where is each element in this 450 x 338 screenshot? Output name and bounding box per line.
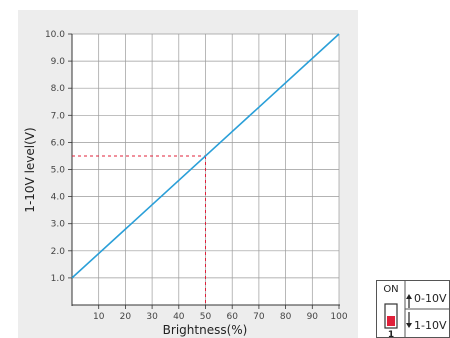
switch-bottom-label: 1-10V xyxy=(414,319,447,332)
y-axis-title: 1-10V level(V) xyxy=(23,127,37,212)
switch-knob[interactable] xyxy=(387,316,395,326)
y-tick-label: 5.0 xyxy=(51,166,66,176)
switch-top-label: 0-10V xyxy=(414,292,447,305)
x-tick-label: 80 xyxy=(280,312,292,322)
x-tick-label: 70 xyxy=(253,312,265,322)
x-tick-label: 50 xyxy=(200,312,212,322)
x-tick-label: 100 xyxy=(330,312,347,322)
y-tick-label: 3.0 xyxy=(51,220,66,230)
x-axis-title: Brightness(%) xyxy=(163,323,248,337)
x-tick-label: 60 xyxy=(226,312,238,322)
x-tick-label: 20 xyxy=(120,312,132,322)
y-tick-label: 6.0 xyxy=(51,138,66,148)
y-tick-label: 9.0 xyxy=(51,57,66,67)
arrow-down-icon xyxy=(406,312,412,328)
series-line xyxy=(71,33,340,279)
y-tick-label: 8.0 xyxy=(51,84,66,94)
grid-lines xyxy=(72,33,340,305)
x-tick-label: 40 xyxy=(173,312,185,322)
series-lines xyxy=(71,33,340,279)
dip-switch-panel: ON 1 0-10V 1-10V xyxy=(376,280,450,338)
tick-labels: 10 20 30 40 50 60 70 80 90 100 1.0 2.0 3.0 4.0 5.0 6.0 7… xyxy=(45,30,348,322)
switch-position-label: 1 xyxy=(388,330,394,338)
y-tick-label: 4.0 xyxy=(51,193,66,203)
x-tick-label: 90 xyxy=(307,312,319,322)
y-tick-label: 10.0 xyxy=(45,30,65,40)
arrow-up-icon xyxy=(406,294,412,308)
reference-lines xyxy=(72,155,206,305)
y-tick-label: 7.0 xyxy=(51,111,66,121)
switch-on-label: ON xyxy=(383,284,398,295)
x-tick-label: 30 xyxy=(146,312,158,322)
y-tick-label: 1.0 xyxy=(51,274,66,284)
axes xyxy=(71,34,340,306)
x-tick-label: 10 xyxy=(93,312,105,322)
y-tick-label: 2.0 xyxy=(51,247,66,257)
